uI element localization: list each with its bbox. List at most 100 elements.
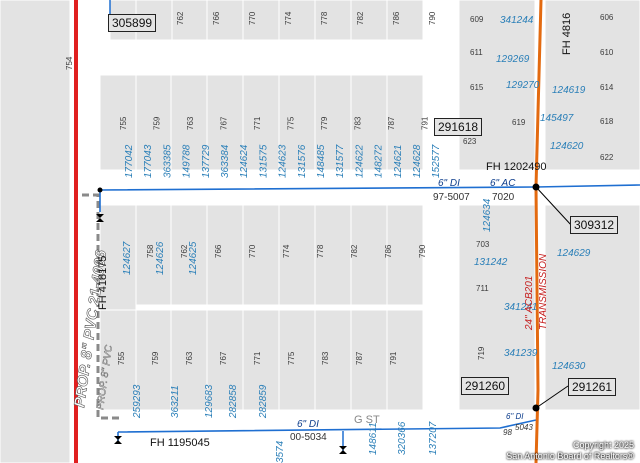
lot-number: 755 [117, 351, 126, 365]
transmission-label: TRANSMISSION [538, 253, 549, 330]
hydrant-icon[interactable] [96, 214, 104, 222]
lot-number: 791 [389, 351, 398, 365]
account-number: 177043 [143, 144, 154, 178]
hydrant-label: FH 1202490 [486, 161, 547, 173]
lot-number: 758 [146, 244, 155, 258]
lot-number: 787 [355, 351, 364, 365]
parcel [544, 204, 640, 411]
transmission-line[interactable] [534, 0, 543, 463]
lot-number: 759 [153, 116, 162, 130]
lot-number: 786 [392, 11, 401, 25]
hydrant-label: FH 4816 [561, 13, 573, 55]
account-number: 129270 [506, 80, 540, 91]
parcel [0, 0, 71, 463]
parcel [314, 74, 352, 171]
lot-number: 766 [214, 244, 223, 258]
parcel [386, 0, 424, 41]
pipe-id-label: 98 [503, 428, 512, 437]
lot-number: 774 [282, 244, 291, 258]
parcel [386, 204, 424, 306]
lot-number: 610 [600, 48, 614, 57]
parcel [135, 74, 173, 171]
transmission-label: 24" ACB201 [524, 276, 535, 331]
account-number: 124630 [552, 361, 586, 372]
lot-number: 778 [320, 11, 329, 25]
hydrant-label: FH 418175 [97, 256, 109, 310]
account-number: 131577 [335, 144, 346, 178]
account-number: 341241 [504, 302, 537, 313]
pipe-label-di: 6" DI [438, 178, 460, 189]
valve-node[interactable] [97, 187, 103, 193]
parcel [135, 204, 173, 306]
parcel [242, 0, 280, 41]
parcel [386, 74, 424, 171]
account-number: 3574 [275, 440, 286, 463]
lot-number: 623 [463, 137, 477, 146]
account-number: 124623 [278, 144, 289, 178]
account-number: 177042 [124, 144, 135, 178]
lot-number: 779 [320, 116, 329, 130]
account-number: 363211 [170, 385, 181, 418]
parcel [99, 309, 137, 411]
parcel [242, 74, 280, 171]
lot-number: 606 [600, 13, 614, 22]
parcel [458, 204, 536, 411]
parcel [242, 204, 280, 306]
parcel [242, 309, 280, 411]
lot-number: 782 [356, 11, 365, 25]
account-number: 124621 [393, 145, 404, 178]
account-number: 131576 [297, 144, 308, 178]
account-numbers: 341244 129269 129270 124619 145497 124620 1246… [122, 15, 591, 463]
tag-box[interactable]: 305899 [108, 14, 157, 32]
tag-box[interactable]: 291261 [568, 378, 617, 396]
account-number: 124626 [155, 241, 166, 275]
account-number: 363385 [162, 144, 173, 178]
lot-number: 767 [219, 351, 228, 365]
lot-number: 782 [350, 244, 359, 258]
account-number: 131575 [258, 144, 269, 178]
parcel [314, 204, 352, 306]
lot-number: 770 [248, 244, 257, 258]
account-number: 341239 [504, 348, 538, 359]
lot-number: 719 [477, 346, 486, 360]
account-number: 124625 [188, 241, 199, 275]
parcel [99, 74, 137, 171]
account-number: 282858 [228, 384, 239, 419]
lot-number: 609 [470, 15, 484, 24]
lot-number: 790 [428, 11, 437, 25]
tag-box[interactable]: 309312 [570, 216, 619, 234]
parcel [278, 74, 316, 171]
tag-box[interactable]: 291260 [461, 377, 510, 395]
lot-number: 786 [384, 244, 393, 258]
account-number: 137729 [201, 144, 212, 178]
parcel [278, 0, 316, 41]
parcel [350, 74, 388, 171]
tag-box[interactable]: 291618 [434, 118, 483, 136]
account-number: 124628 [412, 144, 423, 178]
lot-number: 783 [354, 116, 363, 130]
lot-number: 775 [287, 116, 296, 130]
account-number: 124629 [557, 248, 591, 259]
account-number: 149788 [182, 144, 193, 178]
leader-line [535, 186, 573, 227]
pipe-label-di-small: 6" DI [506, 412, 524, 421]
lot-number: 754 [65, 56, 74, 70]
lot-number: 791 [421, 116, 430, 130]
account-number: 124620 [550, 141, 584, 152]
lot-number: 767 [220, 116, 229, 130]
account-number: 148272 [374, 144, 385, 178]
parcel [170, 74, 208, 171]
hydrant-icon[interactable] [114, 436, 122, 444]
lot-number: 618 [600, 117, 614, 126]
account-number: 282859 [258, 384, 269, 419]
lot-number: 787 [387, 116, 396, 130]
parcel [135, 309, 173, 411]
hydrant-icon[interactable] [339, 446, 347, 454]
proposed-branch-line[interactable] [82, 193, 122, 420]
hydrant-label: FH 1195045 [150, 437, 210, 449]
lot-number: 615 [470, 83, 484, 92]
pipe-id-label: 5043 [515, 423, 533, 432]
